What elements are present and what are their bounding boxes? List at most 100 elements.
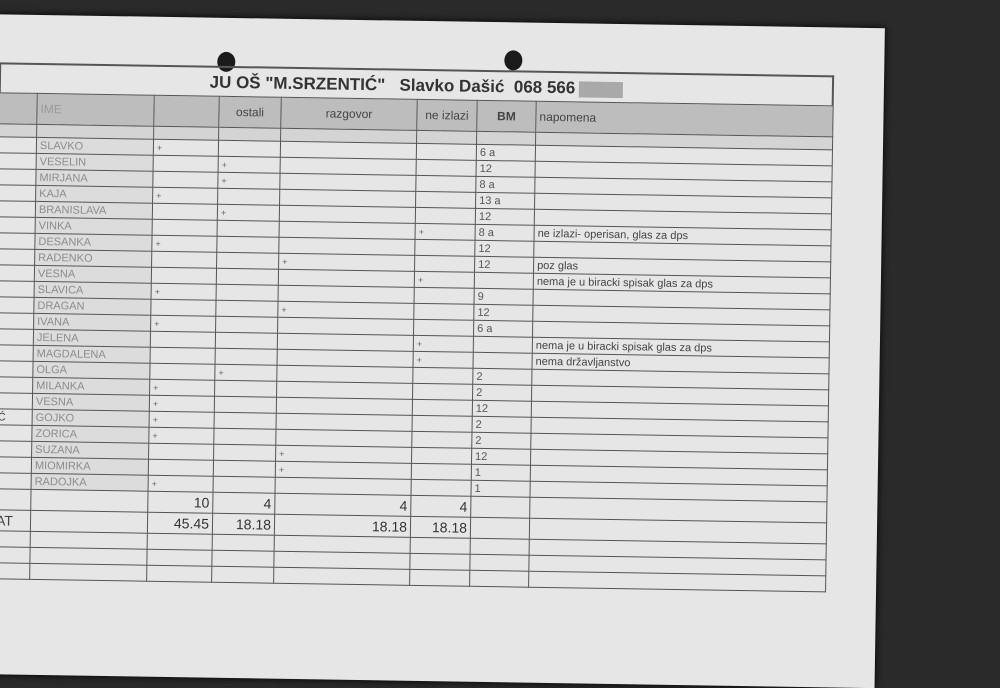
voter-name: KAJA <box>35 185 153 204</box>
mark-a <box>152 203 218 221</box>
voter-name: BRANISLAVA <box>35 201 153 220</box>
voter-name: SLAVKO <box>36 137 154 156</box>
mark-ostali: + <box>214 364 278 382</box>
mark-ostali <box>218 140 281 158</box>
blank-cell <box>410 537 471 555</box>
blank-cell <box>29 547 148 566</box>
mark-ne-izlazi: + <box>414 271 475 289</box>
mark-ne-izlazi <box>416 159 477 177</box>
bm-value: 12 <box>471 448 531 466</box>
row-stub <box>0 136 37 154</box>
row-stub <box>0 200 36 218</box>
person-name: Slavko Dašić <box>399 75 505 97</box>
mark-a: + <box>148 475 214 493</box>
mark-a <box>152 171 219 189</box>
mark-ostali <box>216 252 279 270</box>
blank-cell <box>0 562 30 580</box>
row-stub <box>0 376 33 394</box>
mark-ne-izlazi <box>414 287 475 305</box>
redaction-box <box>579 80 624 98</box>
bm-value: 2 <box>472 368 532 386</box>
blank-cell <box>273 567 410 586</box>
percent-row-ostali: 18.18 <box>212 513 275 536</box>
voter-name: SUZANA <box>31 441 149 460</box>
mark-a: + <box>149 379 215 397</box>
voter-name: ZORICA <box>31 425 150 444</box>
voter-name: VESNA <box>34 265 152 284</box>
bm-value <box>473 336 533 354</box>
phone-number: 068 566 <box>513 77 576 98</box>
mark-ostali <box>213 428 277 446</box>
mark-ne-izlazi: + <box>413 335 474 353</box>
voter-name: MAGDALENA <box>33 345 151 364</box>
voter-name: OLGA <box>32 361 151 380</box>
totals-row-ostali: 4 <box>212 492 276 515</box>
mark-ne-izlazi <box>411 431 472 449</box>
blank-cell <box>0 530 31 548</box>
header-ne-izlazi: ne izlazi <box>416 99 478 132</box>
bm-value: 2 <box>471 432 531 450</box>
row-stub <box>0 456 32 474</box>
header-razgovor: razgovor <box>280 97 418 131</box>
voter-name: DRAGAN <box>33 297 152 316</box>
mark-a: + <box>153 139 219 157</box>
blank-cell <box>470 538 530 556</box>
blank-cell <box>30 489 149 513</box>
mark-ostali <box>214 380 277 398</box>
punch-hole <box>504 50 523 71</box>
row-stub <box>0 184 36 202</box>
mark-ne-izlazi <box>413 319 474 337</box>
mark-a <box>153 155 219 173</box>
mark-ostali <box>213 444 276 462</box>
totals-row-ne-izlazi: 4 <box>410 495 471 518</box>
row-stub <box>0 312 34 330</box>
mark-ne-izlazi <box>414 255 475 273</box>
blank-cell <box>29 563 147 582</box>
row-stub <box>0 488 32 511</box>
mark-ne-izlazi <box>415 191 476 209</box>
row-stub <box>0 264 35 282</box>
mark-ostali <box>214 412 277 430</box>
row-stub <box>0 360 34 378</box>
mark-ostali: + <box>218 156 281 174</box>
voter-name: DESANKA <box>34 233 153 252</box>
mark-a <box>150 299 217 317</box>
mark-ne-izlazi <box>411 447 472 465</box>
school-name: JU OŠ "M.SRZENTIĆ" <box>209 72 386 95</box>
voter-name: SLAVICA <box>34 281 152 300</box>
bm-value: 12 <box>473 304 533 322</box>
voter-name: RADOJKA <box>31 473 149 492</box>
mark-ne-izlazi: + <box>413 351 474 369</box>
header-ime: IME <box>36 93 155 127</box>
blank-cell <box>146 549 213 567</box>
header-stub <box>0 92 38 125</box>
totals-row-razgovor: 4 <box>274 493 411 517</box>
percent-row-razgovor: 18.18 <box>274 514 411 538</box>
mark-ostali <box>213 460 276 478</box>
mark-ne-izlazi <box>415 207 476 225</box>
mark-ostali <box>214 396 277 414</box>
blank-cell <box>147 533 213 551</box>
percent-row-ne-izlazi: 18.18 <box>410 516 471 539</box>
row-stub <box>0 392 33 410</box>
bm-value: 6 a <box>473 320 533 338</box>
mark-ostali <box>213 476 276 494</box>
row-stub: AT <box>0 509 31 532</box>
bm-value: 13 a <box>475 192 535 210</box>
blank-cell <box>0 546 31 564</box>
bm-value: 12 <box>474 256 534 274</box>
blank-cell <box>470 517 530 540</box>
mark-ostali <box>216 268 279 286</box>
mark-ne-izlazi <box>415 175 477 193</box>
mark-a <box>151 251 217 269</box>
voter-name: IVANA <box>33 313 151 332</box>
row-stub <box>0 328 34 346</box>
bm-value: 12 <box>472 400 532 418</box>
mark-a: + <box>150 315 216 333</box>
bm-value: 1 <box>470 480 531 498</box>
blank-cell <box>212 534 275 552</box>
mark-a <box>150 347 216 365</box>
blank-cell <box>470 496 530 519</box>
row-stub <box>0 344 34 362</box>
voter-name: JELENA <box>33 329 151 348</box>
